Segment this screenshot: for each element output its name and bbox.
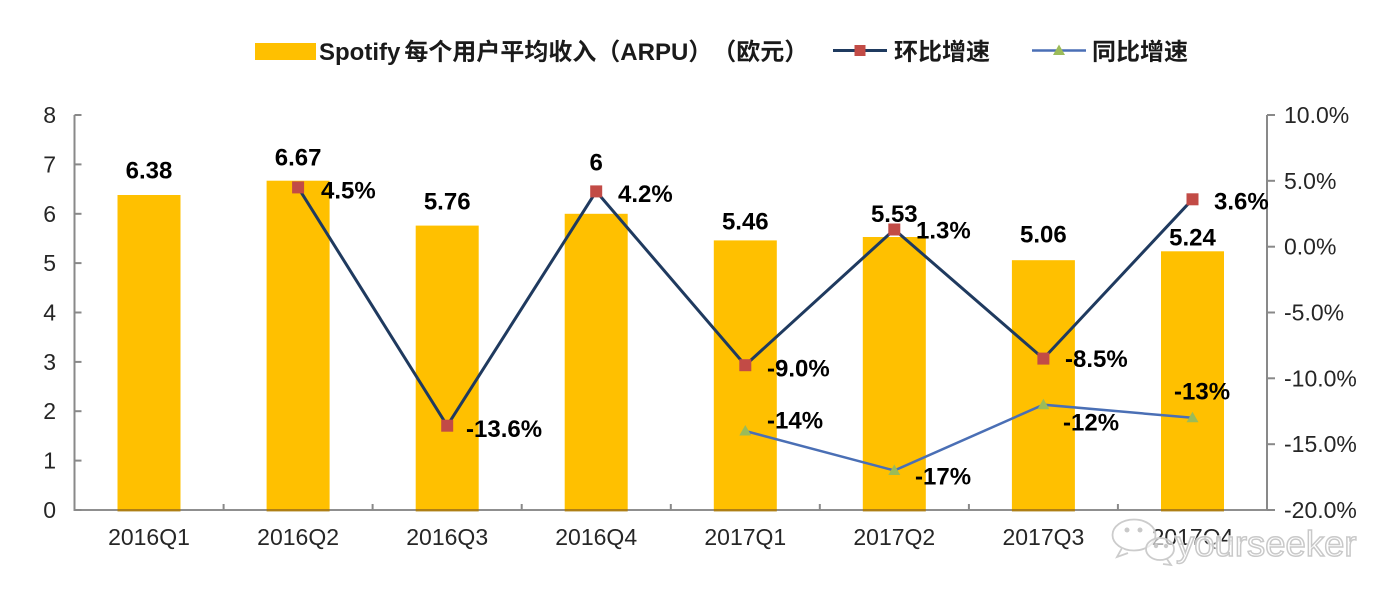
svg-text:2017Q1: 2017Q1: [704, 524, 786, 550]
svg-text:-15.0%: -15.0%: [1284, 431, 1357, 457]
svg-text:3.6%: 3.6%: [1214, 189, 1269, 216]
svg-text:2016Q2: 2016Q2: [257, 524, 339, 550]
svg-text:yourseeker: yourseeker: [1176, 523, 1357, 564]
svg-text:2017Q3: 2017Q3: [1002, 524, 1084, 550]
svg-text:2016Q3: 2016Q3: [406, 524, 488, 550]
svg-text:ARPU: ARPU: [620, 39, 688, 66]
svg-text:6.38: 6.38: [126, 158, 173, 185]
svg-text:2017Q2: 2017Q2: [853, 524, 935, 550]
svg-text:-10.0%: -10.0%: [1284, 365, 1357, 391]
svg-text:-12%: -12%: [1063, 410, 1119, 437]
svg-text:5.0%: 5.0%: [1284, 168, 1336, 194]
svg-text:6: 6: [590, 150, 603, 177]
svg-text:10.0%: 10.0%: [1284, 102, 1349, 128]
svg-text:2016Q4: 2016Q4: [555, 524, 637, 550]
svg-text:1: 1: [43, 448, 56, 474]
svg-text:-20.0%: -20.0%: [1284, 497, 1357, 523]
svg-text:-5.0%: -5.0%: [1284, 300, 1344, 326]
svg-text:yourseeker: yourseeker: [1176, 523, 1357, 564]
svg-text:6.67: 6.67: [275, 145, 322, 172]
svg-text:0: 0: [43, 497, 56, 523]
svg-text:5.06: 5.06: [1020, 222, 1067, 249]
svg-text:-8.5%: -8.5%: [1065, 346, 1128, 373]
svg-text:7: 7: [43, 151, 56, 177]
svg-text:4.5%: 4.5%: [321, 178, 376, 205]
svg-text:5.76: 5.76: [424, 189, 471, 216]
svg-text:3: 3: [43, 349, 56, 375]
svg-text:0.0%: 0.0%: [1284, 234, 1336, 260]
svg-text:5.46: 5.46: [722, 209, 769, 236]
svg-text:4.2%: 4.2%: [618, 181, 673, 208]
svg-text:2016Q1: 2016Q1: [108, 524, 190, 550]
svg-text:-13.6%: -13.6%: [466, 416, 542, 443]
svg-text:5: 5: [43, 250, 56, 276]
svg-text:4: 4: [43, 300, 56, 326]
svg-text:2: 2: [43, 398, 56, 424]
svg-text:6: 6: [43, 201, 56, 227]
svg-text:-13%: -13%: [1174, 379, 1230, 406]
svg-text:-14%: -14%: [767, 408, 823, 435]
svg-text:-9.0%: -9.0%: [767, 356, 830, 383]
svg-text:-17%: -17%: [915, 464, 971, 491]
svg-text:5.24: 5.24: [1169, 225, 1216, 252]
svg-text:8: 8: [43, 102, 56, 128]
svg-text:5.53: 5.53: [871, 201, 918, 228]
svg-text:1.3%: 1.3%: [916, 218, 971, 245]
svg-text:Spotify: Spotify: [319, 39, 401, 66]
